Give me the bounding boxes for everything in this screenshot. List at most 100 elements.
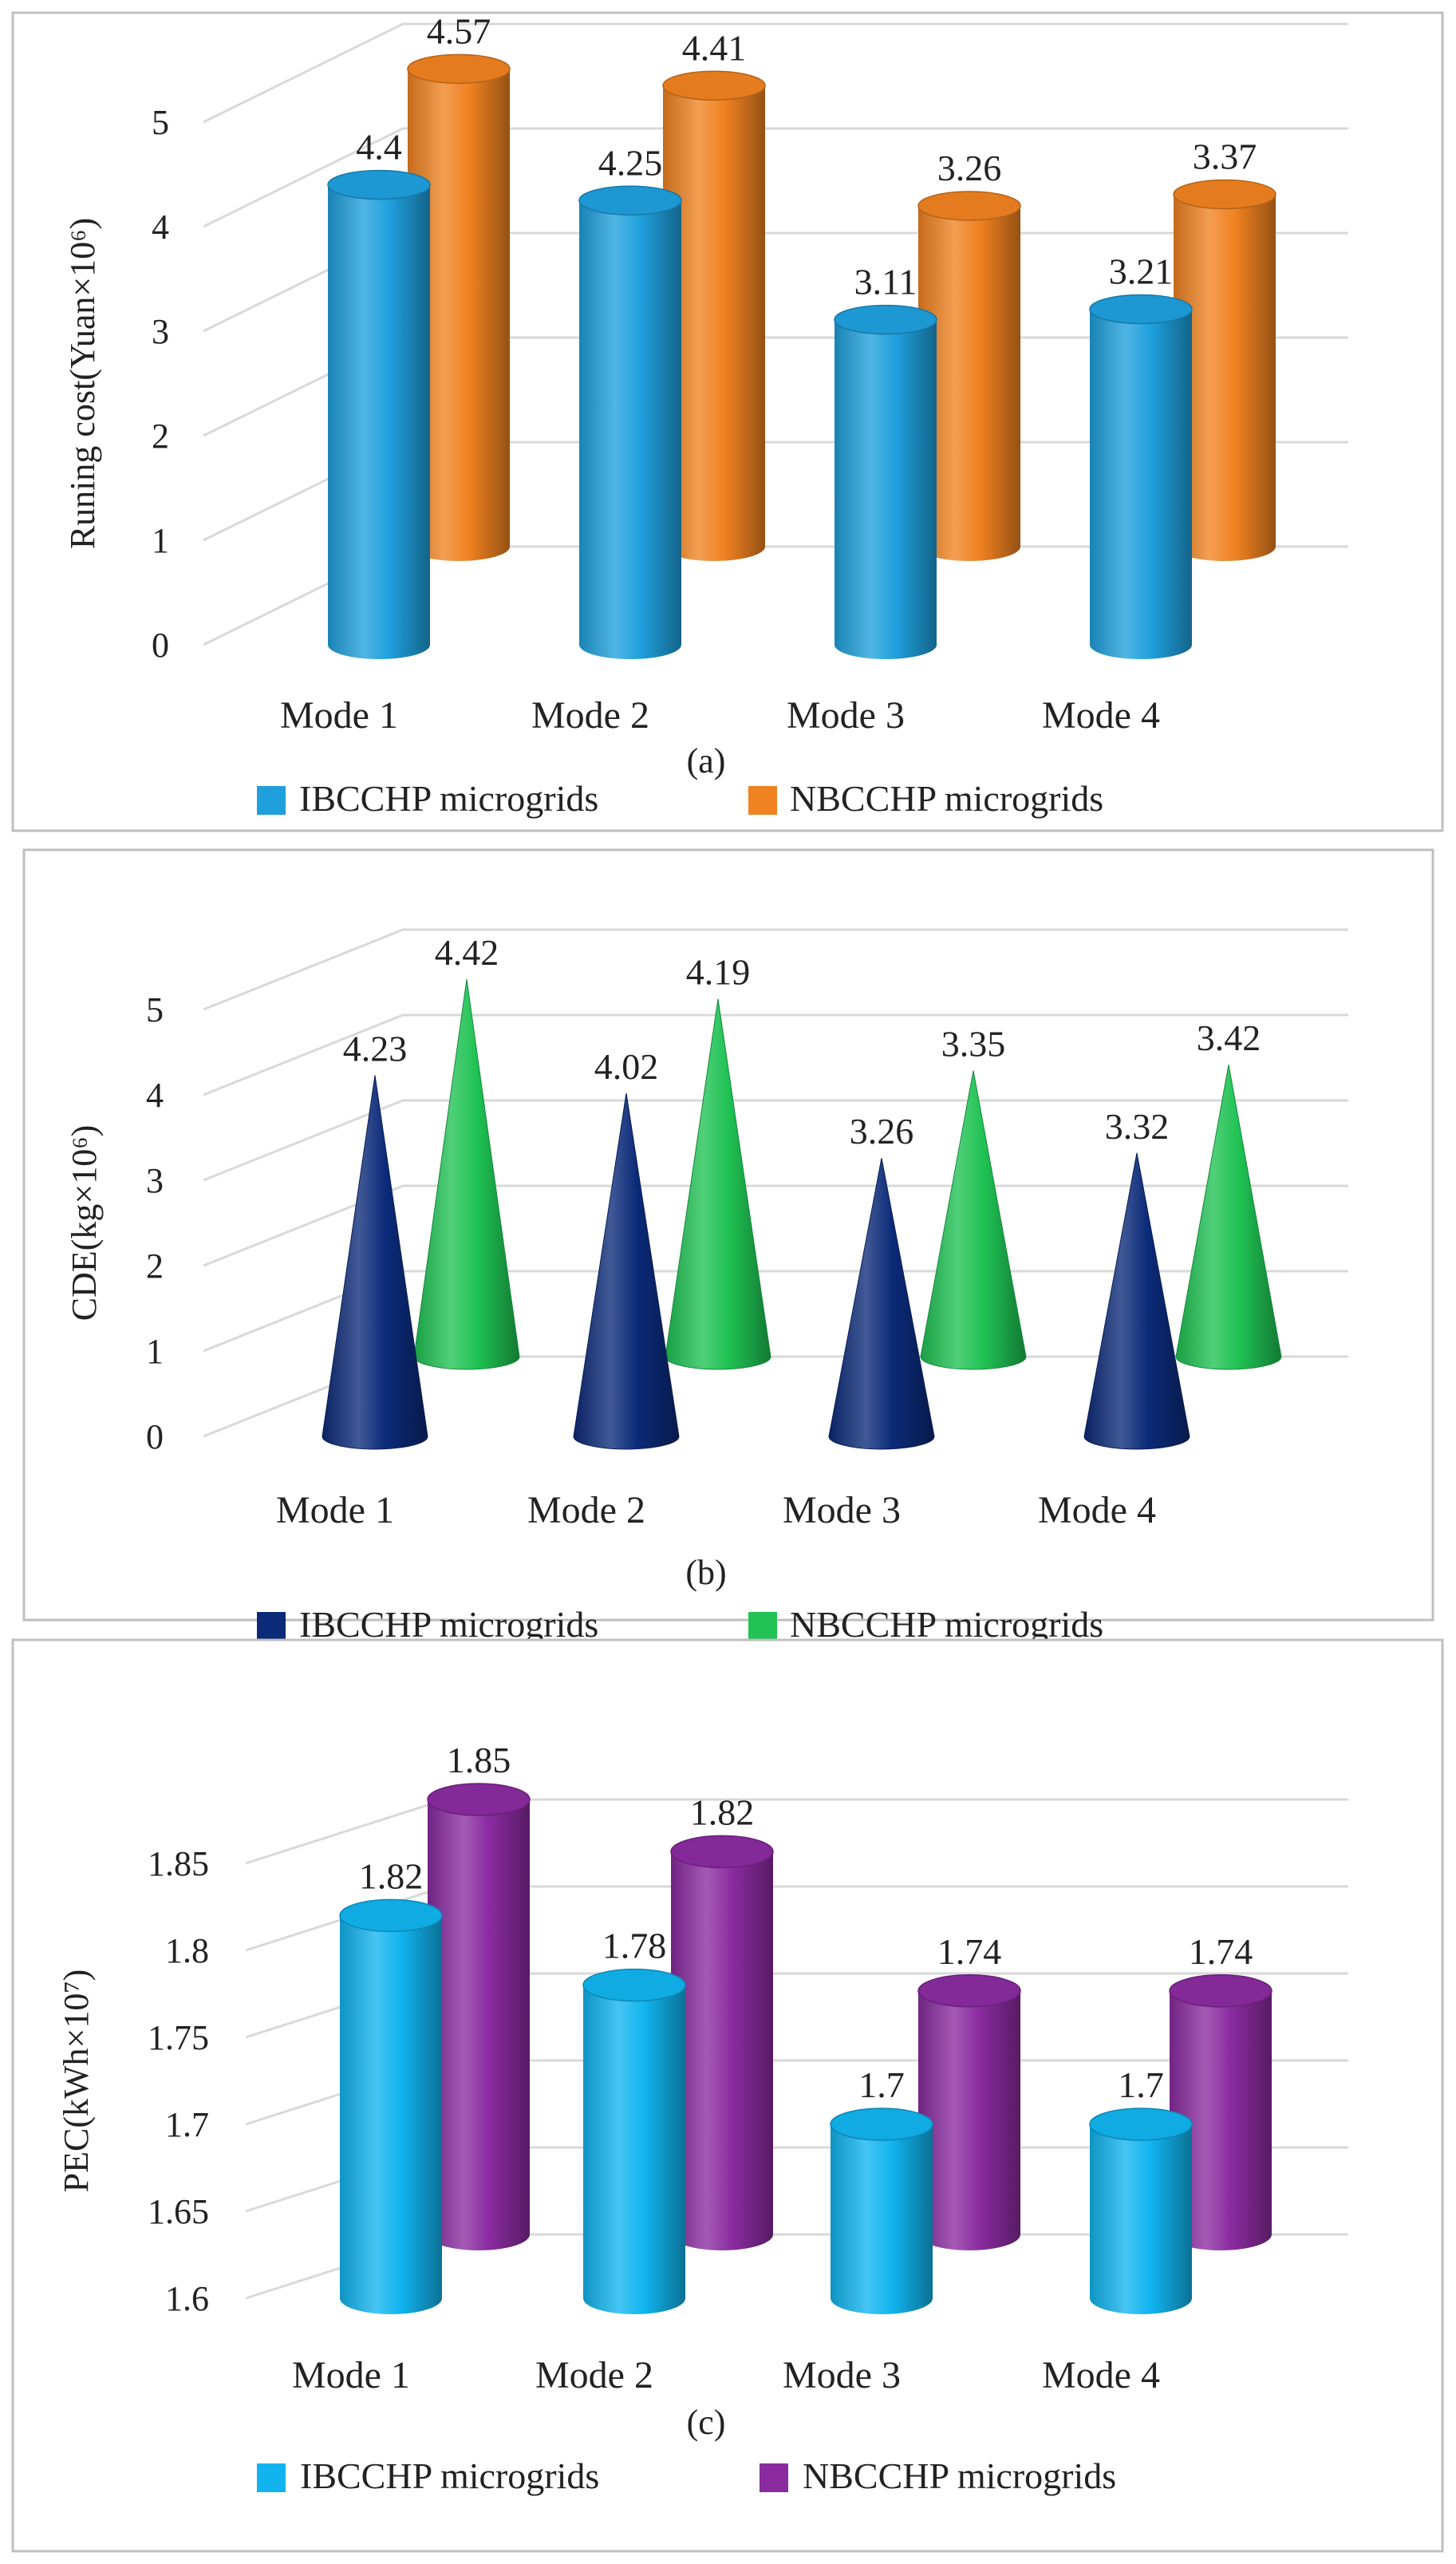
cone-2-4 xyxy=(1175,1064,1282,1370)
y-tick-label: 5 xyxy=(146,990,164,1029)
gridline xyxy=(203,22,1348,124)
bar-2-4 xyxy=(1174,194,1276,561)
legend-swatch xyxy=(257,1612,286,1641)
bar-2-2 xyxy=(663,85,765,562)
y-tick-label: 2 xyxy=(146,1246,164,1286)
value-label: 1.7 xyxy=(858,2064,905,2105)
gridlines xyxy=(203,22,1348,646)
cone-1-3 xyxy=(828,1158,935,1450)
value-label: 3.21 xyxy=(1109,251,1174,291)
bar-1-1 xyxy=(328,184,430,660)
bar-2-3 xyxy=(918,1990,1020,2250)
y-tick-label: 0 xyxy=(152,626,169,665)
y-tick-label: 1.85 xyxy=(148,1844,209,1883)
value-label: 4.42 xyxy=(435,932,499,973)
bar-1-4 xyxy=(1090,309,1192,659)
y-tick-label: 0 xyxy=(146,1417,164,1456)
x-axis-categories: Mode 1 Mode 2 Mode 3 Mode 4 xyxy=(280,694,1160,737)
y-tick-label: 3 xyxy=(146,1161,164,1200)
legend-swatch xyxy=(748,1612,777,1641)
bar-1-4-top xyxy=(1089,294,1193,325)
legend-label: NBCCHP microgrids xyxy=(790,1604,1103,1645)
value-label: 4.41 xyxy=(682,27,747,68)
legend-swatch xyxy=(748,786,777,815)
category-label: Mode 3 xyxy=(783,1489,901,1531)
legend: IBCCHP microgrids NBCCHP microgrids xyxy=(257,2455,1116,2496)
cone-1-4 xyxy=(1083,1152,1190,1450)
category-label: Mode 2 xyxy=(531,694,649,737)
bar-2-2-top xyxy=(670,1835,774,1869)
gridlines xyxy=(203,928,1348,1438)
chart-panel-3: 1.61.651.71.751.81.85 PEC(kWh×10⁷) 1.85 1.8… xyxy=(11,1638,1444,2553)
value-label: 3.26 xyxy=(850,1111,914,1152)
category-label: Mode 2 xyxy=(527,1489,645,1531)
category-label: Mode 1 xyxy=(280,694,398,737)
bar-1-2 xyxy=(583,1985,685,2314)
series-2: 4.42 4.19 3.35 3.42 xyxy=(413,932,1282,1370)
y-axis-title: PEC(kWh×10⁷) xyxy=(57,1969,96,2193)
category-label: Mode 4 xyxy=(1038,1489,1156,1531)
bar-1-3 xyxy=(835,319,937,659)
chart-panel-2: 0 1 2 3 4 5 CDE(kg×10⁶) 4.42 4.19 3.35 3.42 4.23 4.0… xyxy=(22,848,1434,1645)
bar-1-4 xyxy=(1090,2124,1192,2314)
x-axis-categories: Mode 1 Mode 2 Mode 3 Mode 4 xyxy=(276,1489,1156,1531)
bar-1-1-top xyxy=(327,169,431,200)
gridline xyxy=(203,928,1348,1011)
value-label: 1.74 xyxy=(937,1931,1002,1972)
bar-2-4 xyxy=(1170,1990,1272,2250)
legend-swatch xyxy=(257,786,286,815)
y-axis-ticks: 0 1 2 3 4 5 xyxy=(146,990,164,1456)
legend-label: IBCCHP microgrids xyxy=(299,778,598,819)
category-label: Mode 2 xyxy=(535,2354,653,2396)
bar-2-1 xyxy=(408,69,510,561)
bar-1-3-top xyxy=(834,304,937,335)
series-1: 1.82 1.78 1.7 1.7 xyxy=(339,1855,1193,2314)
bar-1-2 xyxy=(579,200,681,659)
value-label: 1.78 xyxy=(602,1926,667,1966)
bar-2-3 xyxy=(918,205,1020,561)
value-label: 3.35 xyxy=(941,1024,1006,1065)
category-label: Mode 3 xyxy=(783,2354,901,2396)
value-label: 1.7 xyxy=(1118,2064,1164,2105)
bar-1-3 xyxy=(831,2124,933,2314)
bar-2-3-top xyxy=(917,1974,1021,2008)
value-label: 3.11 xyxy=(854,262,917,302)
legend-swatch xyxy=(760,2463,788,2492)
series-1: 4.23 4.02 3.26 3.32 xyxy=(322,1028,1190,1450)
value-label: 3.32 xyxy=(1105,1106,1170,1147)
value-label: 4.23 xyxy=(343,1028,408,1069)
value-label: 1.85 xyxy=(447,1740,511,1780)
legend-swatch xyxy=(257,2463,286,2492)
value-label: 1.82 xyxy=(690,1792,755,1832)
gridline xyxy=(203,1184,1348,1267)
y-axis-title: CDE(kg×10⁶) xyxy=(65,1125,104,1321)
legend: IBCCHP microgrids NBCCHP microgrids xyxy=(257,778,1103,819)
value-label: 3.42 xyxy=(1197,1017,1261,1058)
legend-label: NBCCHP microgrids xyxy=(790,778,1103,819)
bar-2-1-top xyxy=(427,1783,531,1816)
legend-label: IBCCHP microgrids xyxy=(299,1604,598,1645)
value-label: 4.19 xyxy=(686,952,751,993)
bar-2-4-top xyxy=(1173,179,1276,210)
y-axis-ticks: 1.6 1.65 1.7 1.75 1.8 1.85 xyxy=(148,1844,209,2318)
category-label: Mode 4 xyxy=(1042,2354,1160,2396)
category-label: Mode 1 xyxy=(276,1489,394,1531)
y-tick-label: 5 xyxy=(152,103,169,142)
y-tick-label: 1.75 xyxy=(148,2018,209,2057)
y-tick-label: 3 xyxy=(152,312,169,351)
gridline xyxy=(203,127,1348,228)
legend-label: IBCCHP microgrids xyxy=(300,2455,599,2496)
bar-1-4-top xyxy=(1089,2108,1193,2141)
y-axis-ticks: 0 1 2 3 4 5 xyxy=(152,103,169,665)
y-tick-label: 1.65 xyxy=(148,2192,209,2231)
y-tick-label: 2 xyxy=(152,417,169,456)
bar-1-1-top xyxy=(339,1898,443,1933)
category-label: Mode 1 xyxy=(292,2354,410,2396)
bar-1-2-top xyxy=(582,1968,686,2002)
bar-2-2-top xyxy=(662,70,766,101)
bar-1-3-top xyxy=(830,2108,933,2141)
category-label: Mode 3 xyxy=(787,694,905,737)
bar-2-1-top xyxy=(407,53,511,85)
value-label: 4.57 xyxy=(427,10,491,51)
